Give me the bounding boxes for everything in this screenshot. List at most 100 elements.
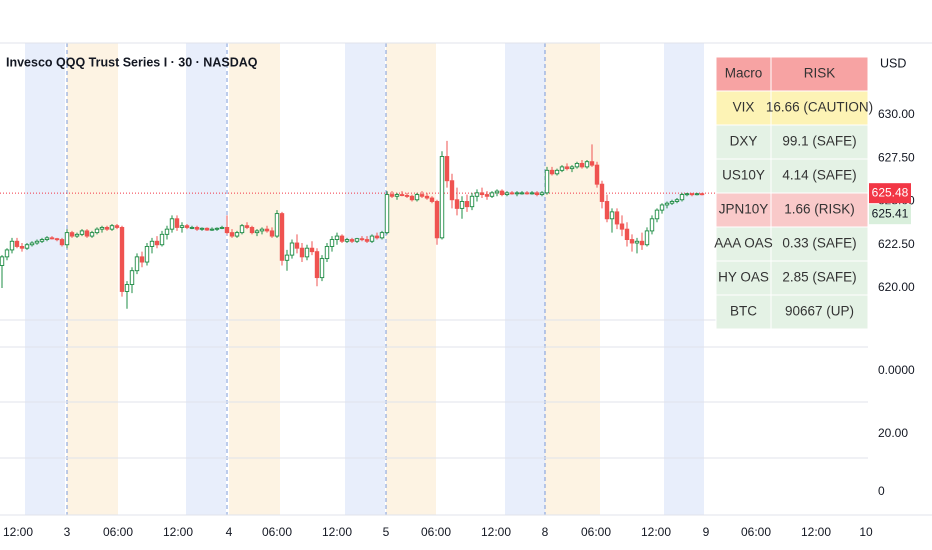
table-label: AAA OAS [714,236,773,251]
table-cell [770,226,869,262]
pane-scale-label: 20.00 [878,426,908,440]
candle-body [109,225,115,230]
candle-body [219,226,225,229]
candle-body [434,201,440,239]
candle-body [494,190,500,194]
candle-body [489,192,495,197]
session-shade [386,43,436,515]
table-cell [715,56,772,92]
candle-body [234,232,240,237]
last-price-label: 625.41 [872,206,909,220]
candle-body [59,239,65,246]
x-tick-label: 06:00 [421,525,451,539]
candle-body [569,166,575,170]
candle-body [559,166,565,171]
candle-body [279,213,285,261]
candle-body [14,240,20,247]
session-shade [229,43,280,515]
table-value: 4.14 (SAFE) [782,168,856,183]
candle-body [599,183,605,202]
candle-body [119,226,125,292]
candle-body [504,192,510,196]
candle-body [259,228,265,232]
candle-body [9,240,15,251]
candle-body [49,237,55,240]
pane-scale-label: 0 [878,484,885,498]
candle-body [694,193,700,196]
table-label: DXY [730,134,758,149]
candle-body [129,270,135,285]
candle-body [619,223,625,230]
session-shade [67,43,118,515]
candle-body [624,228,630,240]
candle-body [574,162,580,168]
y-tick-label: 620.00 [878,280,915,294]
session-shade [545,43,600,515]
candle-body [204,227,210,231]
table-cell [770,158,869,194]
table-label: BTC [730,304,757,319]
candle-body [424,195,430,199]
candle-body [664,202,670,206]
candle-body [579,162,585,168]
candle-body [344,239,350,242]
candle-body [699,193,705,196]
session-shade [186,43,226,515]
candle-body [359,238,365,241]
candle-body [54,238,60,241]
candle-body [329,239,335,247]
candle-body [39,239,45,242]
candle-body [44,237,50,240]
session-shade [345,43,385,515]
table-value: 0.33 (SAFE) [782,236,856,251]
x-tick-label: 12:00 [322,525,352,539]
candle-body [94,228,100,234]
candle-body [134,256,140,272]
candle-body [199,227,205,230]
candle-body [684,193,690,196]
candle-body [509,192,515,195]
table-cell [770,56,869,92]
candle-body [139,256,145,263]
x-tick-label: 5 [383,525,390,539]
candle-body [254,230,260,234]
candle-body [444,156,450,182]
candle-body [29,242,35,246]
candle-body [334,235,340,240]
candle-body [289,242,295,256]
candle-body [174,218,180,228]
session-shade [25,43,65,515]
candle-body [209,228,215,231]
candle-body [24,244,30,249]
candle-body [514,192,520,195]
x-tick-label: 06:00 [262,525,292,539]
ref-price-box [869,183,911,204]
candle-body [604,201,610,220]
candle-body [479,192,485,196]
candle-body [64,232,70,246]
candle-body [299,247,305,258]
table-cell [770,294,869,330]
table-value: 2.85 (SAFE) [782,270,856,285]
candle-body [584,161,590,168]
candle-body [379,232,385,239]
x-tick-label: 12:00 [641,525,671,539]
candle-body [0,256,5,266]
candle-body [564,166,570,170]
table-cell [715,294,772,330]
candle-body [519,192,525,195]
backgrounds [25,43,704,515]
candle-body [19,246,25,249]
table-cell [770,124,869,160]
candle-body [529,192,535,195]
candle-body [549,169,555,175]
candle-body [689,193,695,196]
candle-body [454,199,460,209]
candle-body [389,194,395,197]
candle-body [339,235,345,242]
table-label: Macro [725,66,763,81]
candle-body [484,194,490,197]
candle-body [144,246,150,263]
table-value: 16.66 (CAUTION) [766,100,873,115]
